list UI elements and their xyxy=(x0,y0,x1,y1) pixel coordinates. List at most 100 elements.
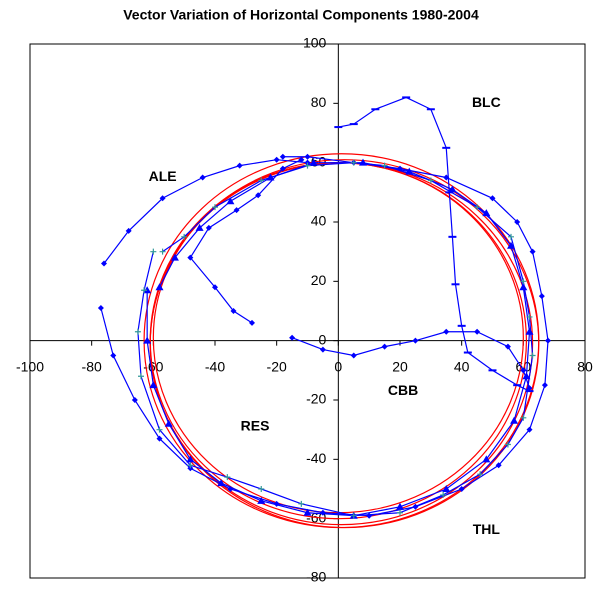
marker xyxy=(514,219,521,225)
marker xyxy=(440,491,447,498)
marker xyxy=(427,177,434,184)
marker xyxy=(230,308,237,314)
marker xyxy=(489,195,496,202)
marker xyxy=(520,278,527,285)
x-tick-label: -60 xyxy=(143,358,163,374)
marker xyxy=(226,197,235,205)
marker xyxy=(150,248,157,255)
marker xyxy=(258,486,265,492)
marker xyxy=(529,352,536,359)
x-tick-label: 0 xyxy=(334,358,342,374)
marker xyxy=(249,319,255,326)
marker xyxy=(279,153,286,160)
marker xyxy=(529,248,536,255)
marker xyxy=(187,462,194,469)
marker xyxy=(304,162,311,169)
marker xyxy=(164,419,173,427)
marker xyxy=(520,367,527,374)
marker xyxy=(224,474,231,481)
marker xyxy=(319,346,326,353)
marker xyxy=(205,224,212,231)
marker xyxy=(138,373,144,380)
y-tick-label: 100 xyxy=(303,35,327,51)
marker xyxy=(217,479,226,487)
station-label: CBB xyxy=(388,382,418,398)
marker xyxy=(381,162,388,169)
marker xyxy=(477,471,484,478)
station-label: RES xyxy=(241,417,270,433)
marker xyxy=(474,204,481,211)
marker xyxy=(309,158,318,166)
series-line xyxy=(291,331,531,389)
marker xyxy=(350,512,357,519)
marker xyxy=(255,192,262,199)
marker xyxy=(199,174,206,181)
station-label: THL xyxy=(473,521,501,537)
marker xyxy=(149,381,158,389)
marker xyxy=(143,336,152,344)
marker xyxy=(143,286,152,294)
marker xyxy=(195,223,204,231)
x-tick-label: 40 xyxy=(454,358,470,374)
series-line xyxy=(137,162,534,517)
marker xyxy=(525,327,534,335)
station-label: ALE xyxy=(149,168,177,184)
y-tick-label: 40 xyxy=(311,213,327,229)
marker xyxy=(97,305,104,312)
marker xyxy=(156,435,163,442)
marker xyxy=(538,293,545,300)
marker xyxy=(156,426,163,433)
marker xyxy=(350,159,357,166)
marker xyxy=(519,283,528,291)
marker xyxy=(350,352,357,359)
marker xyxy=(110,352,117,359)
marker xyxy=(159,195,166,202)
marker xyxy=(170,253,179,261)
marker xyxy=(442,485,451,492)
marker xyxy=(131,397,138,403)
marker xyxy=(212,204,218,211)
marker xyxy=(412,337,419,344)
marker xyxy=(303,508,312,516)
marker xyxy=(125,227,132,234)
marker xyxy=(520,414,527,421)
marker xyxy=(541,382,548,389)
chart-title: Vector Variation of Horizontal Component… xyxy=(123,7,479,23)
x-tick-label: -40 xyxy=(205,358,225,374)
x-tick-label: 80 xyxy=(577,358,593,374)
series-line xyxy=(338,96,530,392)
marker xyxy=(298,500,305,507)
y-tick-label: -20 xyxy=(306,391,326,407)
marker xyxy=(273,156,280,163)
x-tick-label: -80 xyxy=(82,358,102,374)
marker xyxy=(289,334,296,341)
marker xyxy=(396,502,404,510)
marker xyxy=(397,509,403,516)
reference-circle xyxy=(143,153,540,529)
y-tick-label: 80 xyxy=(311,94,327,110)
marker xyxy=(298,156,305,163)
station-label: BLC xyxy=(472,94,501,110)
marker xyxy=(510,416,519,424)
y-tick-label: -80 xyxy=(306,569,326,585)
y-tick-label: -40 xyxy=(306,450,326,466)
x-tick-label: -20 xyxy=(267,358,287,374)
marker xyxy=(482,209,491,217)
marker xyxy=(474,328,481,335)
marker xyxy=(181,233,188,240)
marker xyxy=(508,233,514,240)
marker xyxy=(101,260,107,267)
marker xyxy=(526,426,533,433)
marker xyxy=(522,372,531,380)
marker xyxy=(482,455,491,463)
marker xyxy=(233,207,240,214)
marker xyxy=(187,254,194,261)
y-tick-label: 0 xyxy=(319,331,327,347)
marker xyxy=(458,486,465,492)
x-tick-label: 20 xyxy=(392,358,408,374)
marker xyxy=(134,328,141,335)
marker xyxy=(504,441,511,448)
marker xyxy=(526,313,533,320)
marker xyxy=(504,343,511,350)
